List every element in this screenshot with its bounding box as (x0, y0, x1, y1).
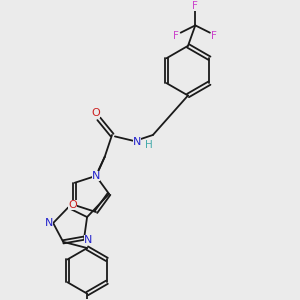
Text: F: F (192, 2, 198, 11)
Text: N: N (133, 137, 141, 147)
Text: O: O (68, 200, 77, 210)
Text: N: N (84, 235, 93, 244)
Text: N: N (92, 171, 100, 181)
Text: N: N (45, 218, 53, 228)
Text: O: O (92, 108, 100, 118)
Text: F: F (212, 31, 217, 40)
Text: N: N (92, 171, 100, 181)
Text: F: F (173, 31, 179, 40)
Text: H: H (145, 140, 153, 150)
